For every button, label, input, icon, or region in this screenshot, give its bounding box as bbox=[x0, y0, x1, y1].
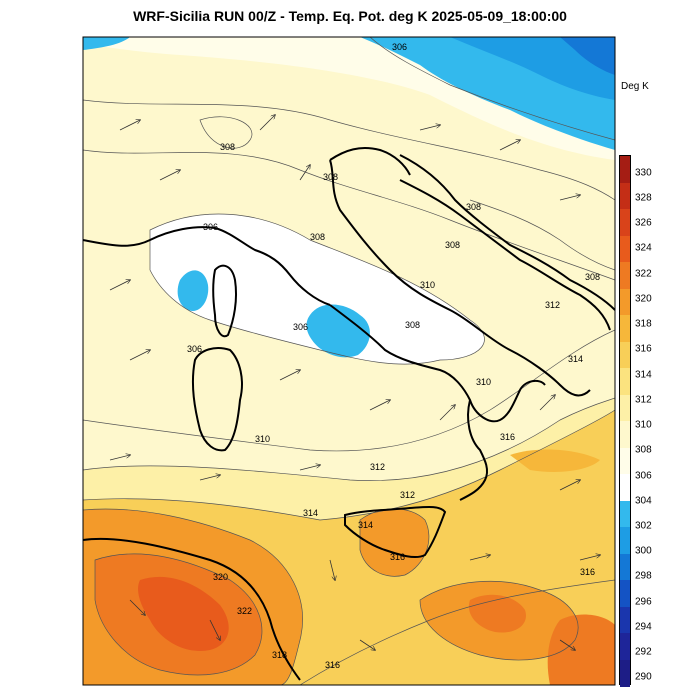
colorbar-segment bbox=[620, 659, 630, 687]
colorbar-segment bbox=[620, 474, 630, 501]
contour-label: 312 bbox=[400, 490, 415, 500]
colorbar-segment bbox=[620, 553, 630, 581]
contour-label: 308 bbox=[445, 240, 460, 250]
contour-label: 316 bbox=[325, 660, 340, 670]
contour-label: 316 bbox=[580, 567, 595, 577]
colorbar-tick-label: 330 bbox=[635, 167, 652, 179]
colorbar-segment bbox=[620, 394, 630, 422]
contour-label: 308 bbox=[220, 142, 235, 152]
colorbar-segment bbox=[620, 421, 630, 448]
map-title: WRF-Sicilia RUN 00/Z - Temp. Eq. Pot. de… bbox=[133, 8, 567, 24]
contour-label: 312 bbox=[370, 462, 385, 472]
contour-label: 310 bbox=[255, 434, 270, 444]
colorbar-tick-label: 302 bbox=[635, 520, 652, 532]
contour-label: 316 bbox=[390, 552, 405, 562]
colorbar-tick-label: 310 bbox=[635, 419, 652, 431]
colorbar-tick-label: 320 bbox=[635, 293, 652, 305]
contour-label: 306 bbox=[203, 222, 218, 232]
colorbar-tick-label: 324 bbox=[635, 242, 652, 254]
contour-label: 308 bbox=[323, 172, 338, 182]
colorbar-tick-label: 296 bbox=[635, 596, 652, 608]
contour-label: 308 bbox=[405, 320, 420, 330]
colorbar-tick-label: 316 bbox=[635, 343, 652, 355]
contour-label: 322 bbox=[237, 606, 252, 616]
contour-label: 316 bbox=[500, 432, 515, 442]
contour-label: 314 bbox=[568, 354, 583, 364]
colorbar-tick-label: 328 bbox=[635, 192, 652, 204]
colorbar-tick-label: 322 bbox=[635, 268, 652, 280]
colorbar-segment bbox=[620, 262, 630, 289]
colorbar-segment bbox=[620, 235, 630, 263]
colorbar-tick-label: 290 bbox=[635, 671, 652, 683]
colorbar-segment bbox=[620, 368, 630, 395]
colorbar-segment bbox=[620, 315, 630, 342]
contour-label: 308 bbox=[310, 232, 325, 242]
colorbar-segment bbox=[620, 156, 630, 183]
colorbar-labels: 330 328 326 324 322 320 318 316 314 312 310 308 306 3… bbox=[635, 155, 675, 685]
colorbar-segment bbox=[620, 447, 630, 475]
colorbar-segment bbox=[620, 633, 630, 660]
colorbar-segment bbox=[620, 500, 630, 528]
wind-vectors bbox=[109, 115, 600, 650]
colorbar-segment bbox=[620, 182, 630, 210]
coastline bbox=[82, 147, 616, 681]
colorbar-tick-label: 304 bbox=[635, 495, 652, 507]
contour-label: 306 bbox=[293, 322, 308, 332]
contour-label: 308 bbox=[466, 202, 481, 212]
colorbar-tick-label: 292 bbox=[635, 646, 652, 658]
contour-label: 314 bbox=[358, 520, 373, 530]
contour-label: 312 bbox=[545, 300, 560, 310]
colorbar-segment bbox=[620, 580, 630, 607]
contour-label: 308 bbox=[585, 272, 600, 282]
map-frame bbox=[82, 36, 616, 686]
colorbar-tick-label: 318 bbox=[635, 318, 652, 330]
contour-label: 314 bbox=[303, 508, 318, 518]
colorbar-segment bbox=[620, 209, 630, 236]
contour-label: 310 bbox=[476, 377, 491, 387]
contour-label: 306 bbox=[392, 42, 407, 52]
colorbar-tick-label: 306 bbox=[635, 470, 652, 482]
colorbar-segment bbox=[620, 606, 630, 634]
contour-label: 320 bbox=[213, 572, 228, 582]
colorbar-tick-label: 326 bbox=[635, 217, 652, 229]
colorbar-tick-label: 314 bbox=[635, 369, 652, 381]
colorbar-tick-label: 300 bbox=[635, 545, 652, 557]
colorbar-segment bbox=[620, 527, 630, 554]
colorbar bbox=[619, 155, 631, 687]
field-fill bbox=[83, 37, 615, 685]
colorbar-segment bbox=[620, 341, 630, 369]
contour-label: 310 bbox=[420, 280, 435, 290]
colorbar-tick-label: 308 bbox=[635, 444, 652, 456]
colorbar-segment bbox=[620, 288, 630, 316]
colorbar-tick-label: 312 bbox=[635, 394, 652, 406]
contour-label: 306 bbox=[187, 344, 202, 354]
colorbar-tick-label: 294 bbox=[635, 621, 652, 633]
contour-label: 318 bbox=[272, 650, 287, 660]
contour-labels: 306 308 308 306 306 308 308 308 308 310 … bbox=[187, 42, 600, 670]
units-label: Deg K bbox=[621, 81, 649, 92]
colorbar-tick-label: 298 bbox=[635, 570, 652, 582]
